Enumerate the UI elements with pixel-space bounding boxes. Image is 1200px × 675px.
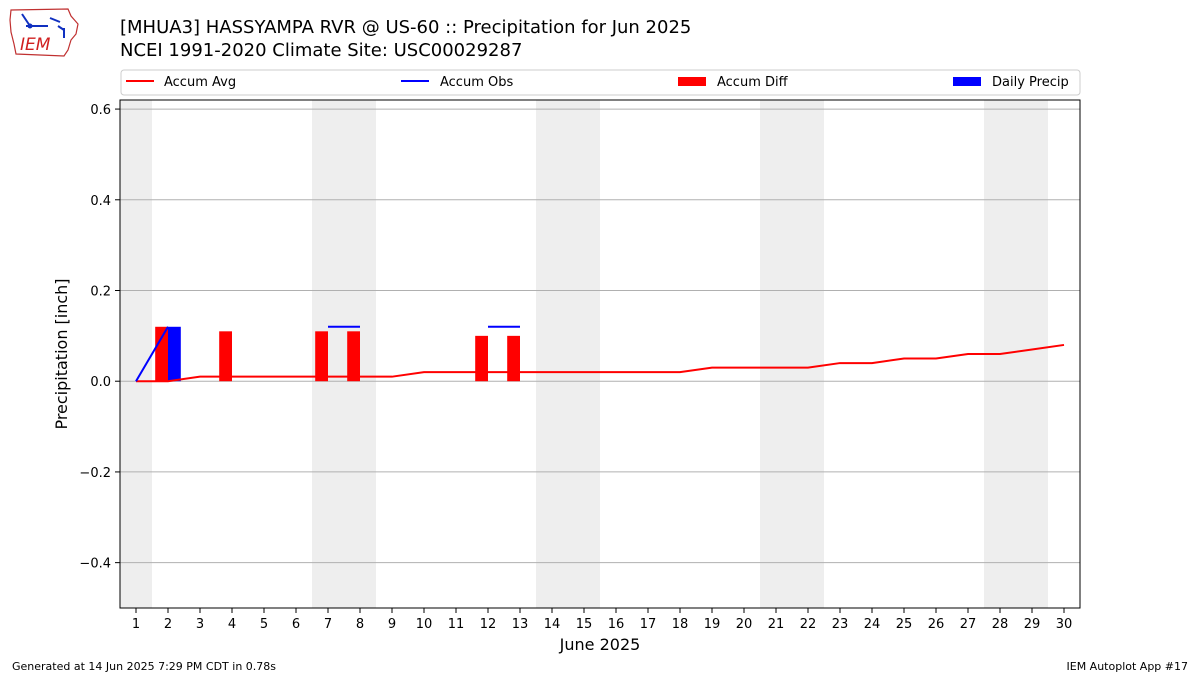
accum-diff-bar (347, 331, 360, 382)
x-tick-label: 27 (960, 617, 977, 632)
x-tick-label: 29 (1024, 617, 1041, 632)
generated-note: Generated at 14 Jun 2025 7:29 PM CDT in … (12, 660, 277, 673)
iem-logo: IEM (9, 8, 79, 57)
y-tick-label: −0.2 (79, 466, 111, 481)
legend-accum-diff-swatch (678, 77, 706, 86)
y-tick-label: 0.2 (90, 285, 111, 300)
x-tick-label: 30 (1056, 617, 1073, 632)
logo-text: IEM (20, 35, 51, 55)
gridlines (120, 108, 1080, 564)
y-tick-label: 0.6 (90, 103, 111, 118)
chart-subtitle: NCEI 1991-2020 Climate Site: USC00029287 (120, 40, 523, 61)
accum-obs-line (135, 326, 169, 382)
x-tick-label: 14 (544, 617, 561, 632)
legend-accum-diff-label: Accum Diff (717, 75, 789, 90)
x-tick-label: 24 (864, 617, 881, 632)
accum-diff-bar (219, 331, 232, 382)
weekend-shade-band (536, 100, 600, 608)
bars (155, 326, 520, 382)
y-axis-label: Precipitation [inch] (52, 278, 71, 429)
x-tick-label: 25 (896, 617, 913, 632)
x-axis-ticks: 1 2 3 4 5 6 7 8 9 10 11 12 13 14 15 16 17 18 19 20 21 22 23 24 2… (132, 608, 1072, 632)
weekend-shade-band (120, 100, 152, 608)
x-tick-label: 16 (608, 617, 625, 632)
y-axis-ticks: −0.4 −0.2 0.0 0.2 0.4 0.6 (79, 103, 120, 572)
x-tick-label: 3 (196, 617, 204, 632)
weekend-shade-band (760, 100, 824, 608)
legend-daily-precip-swatch (953, 77, 981, 86)
y-tick-label: 0.0 (90, 375, 111, 390)
x-tick-label: 11 (448, 617, 465, 632)
x-tick-label: 6 (292, 617, 300, 632)
x-tick-label: 13 (512, 617, 529, 632)
accum-diff-bar (315, 331, 328, 382)
weekend-shading (120, 100, 1048, 608)
plot-frame (119, 99, 1081, 609)
weather-station-icon (21, 13, 65, 38)
x-tick-label: 26 (928, 617, 945, 632)
y-tick-label: −0.4 (79, 557, 111, 572)
x-tick-label: 4 (228, 617, 236, 632)
x-tick-label: 7 (324, 617, 332, 632)
x-tick-label: 22 (800, 617, 817, 632)
x-tick-label: 15 (576, 617, 593, 632)
x-tick-label: 18 (672, 617, 689, 632)
lines (135, 325, 1065, 383)
x-tick-label: 28 (992, 617, 1009, 632)
x-tick-label: 12 (480, 617, 497, 632)
x-tick-label: 5 (260, 617, 268, 632)
accum-diff-bar (475, 335, 488, 382)
x-axis-label: June 2025 (559, 635, 641, 654)
x-tick-label: 17 (640, 617, 657, 632)
x-tick-label: 1 (132, 617, 140, 632)
y-tick-label: 0.4 (90, 194, 111, 209)
x-tick-label: 20 (736, 617, 753, 632)
app-note: IEM Autoplot App #17 (1066, 660, 1189, 673)
accum-avg-line (136, 343, 1065, 383)
x-tick-label: 8 (356, 617, 364, 632)
legend: Accum Avg Accum Obs Accum Diff Daily Pre… (120, 69, 1081, 96)
x-tick-label: 9 (388, 617, 396, 632)
x-tick-label: 19 (704, 617, 721, 632)
legend-daily-precip-label: Daily Precip (992, 75, 1069, 90)
x-tick-label: 10 (416, 617, 433, 632)
accum-diff-bar (507, 335, 520, 382)
legend-accum-obs-label: Accum Obs (440, 75, 513, 90)
x-tick-label: 23 (832, 617, 849, 632)
legend-box (120, 69, 1081, 96)
legend-accum-avg-label: Accum Avg (164, 75, 236, 90)
accum-diff-bar (155, 326, 168, 382)
x-tick-label: 2 (164, 617, 172, 632)
chart-title: [MHUA3] HASSYAMPA RVR @ US-60 :: Precipi… (120, 17, 692, 38)
daily-precip-bar (168, 326, 181, 382)
x-tick-label: 21 (768, 617, 785, 632)
